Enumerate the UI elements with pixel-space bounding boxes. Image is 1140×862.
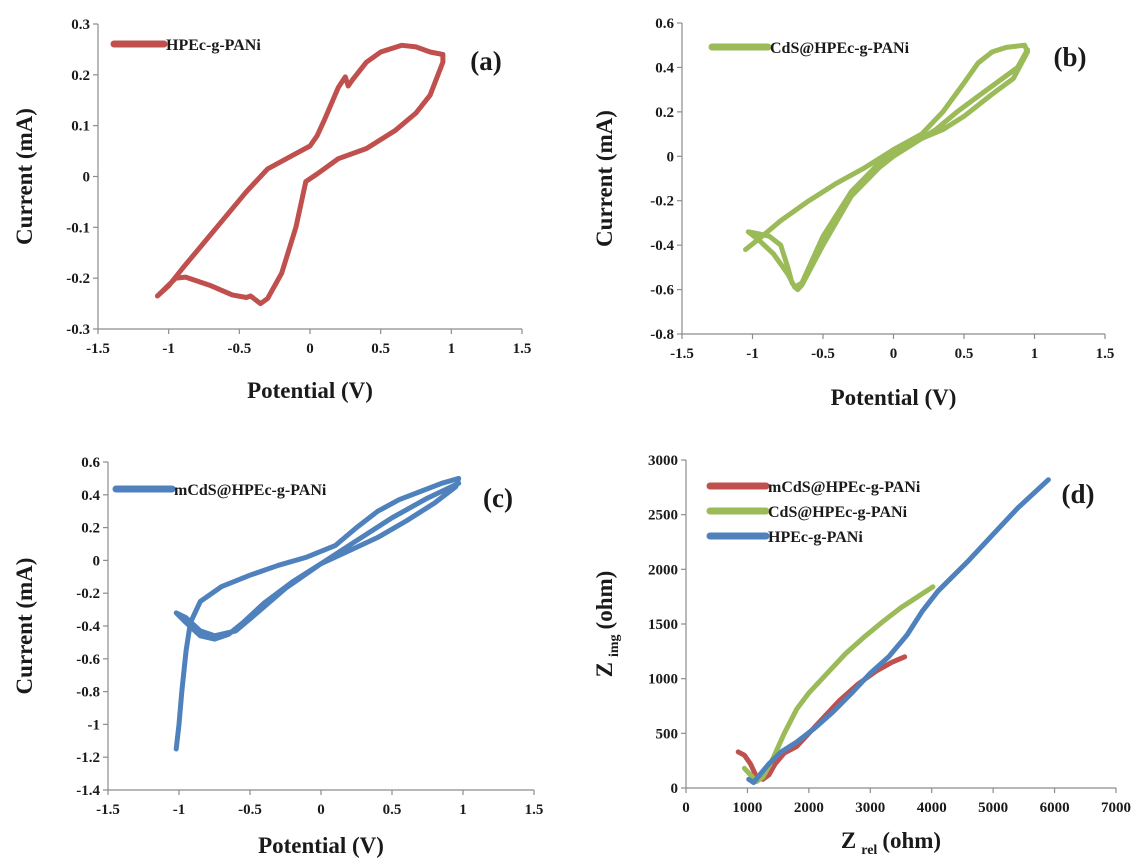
x-tick-label: -1.5	[96, 802, 120, 818]
x-tick-label: 4000	[917, 800, 947, 816]
x-tick-label: 1	[459, 802, 467, 818]
y-tick-label: 0.1	[71, 119, 90, 135]
legend-label: mCdS@HPEc-g-PANi	[768, 479, 921, 496]
y-axis-title: Current (mA)	[12, 108, 37, 245]
y-tick-label: 1000	[648, 672, 678, 688]
x-tick-label: -1.5	[670, 346, 694, 362]
chart-panel-4: 0 500 1000 1500 2000 2500 3000 0 1000 2000 3000 400…	[592, 453, 1131, 858]
series-line-mcds-hpec-g-pani	[735, 654, 908, 782]
y-tick-label: 0.2	[71, 68, 90, 84]
panel-label: (b)	[1054, 42, 1087, 72]
legend-label: CdS@HPEc-g-PANi	[770, 40, 910, 57]
x-tick-label: 2000	[794, 800, 824, 816]
x-tick-label: 0	[306, 341, 314, 357]
x-tick-label: 0	[890, 346, 898, 362]
y-tick-label: 0.6	[81, 455, 100, 471]
legend-label: HPEc-g-PANi	[768, 529, 863, 546]
x-tick-label: 1	[448, 341, 456, 357]
x-tick-label: 1000	[732, 800, 762, 816]
y-tick-label: -0.8	[76, 685, 100, 701]
panel-label: (c)	[483, 483, 513, 513]
x-tick-label: -1	[162, 341, 175, 357]
y-tick-label: -0.2	[66, 271, 90, 287]
x-axis-title: Potential (V)	[258, 833, 384, 858]
legend-label: mCdS@HPEc-g-PANi	[174, 482, 327, 499]
y-tick-label: 500	[656, 726, 679, 742]
y-tick-label: -0.8	[650, 327, 674, 343]
x-tick-label: 0	[317, 802, 325, 818]
legend-label: CdS@HPEc-g-PANi	[768, 504, 908, 521]
series-line-hpec-g-pani	[154, 42, 446, 307]
y-tick-label: 0.4	[655, 60, 674, 76]
x-axis-title: Potential (V)	[247, 378, 373, 403]
x-tick-label: -1	[173, 802, 186, 818]
x-axis-title: Potential (V)	[831, 385, 957, 410]
y-tick-label: 0	[671, 781, 679, 797]
x-tick-label: 1.5	[513, 341, 532, 357]
x-tick-label: -0.5	[811, 346, 835, 362]
y-tick-label: 0	[93, 553, 101, 569]
chart-panel-3: -1.4 -1.2 -1 -0.8 -0.6 -0.4 -0.2 0 0.2 0.4 0.6 -1.5…	[12, 455, 543, 858]
x-tick-label: 0.5	[383, 802, 402, 818]
y-tick-label: -0.2	[650, 194, 674, 210]
panel-label: (a)	[470, 46, 501, 76]
y-tick-label: 0.2	[655, 105, 674, 121]
x-tick-label: 6000	[1040, 800, 1070, 816]
chart-panel-2: -0.8 -0.6 -0.4 -0.2 0 0.2 0.4 0.6 -1.5 -1 -0.5 0 0.5…	[592, 16, 1114, 410]
x-tick-label: -0.5	[227, 341, 251, 357]
y-tick-label: -1.2	[76, 750, 100, 766]
y-tick-label: 2000	[648, 562, 678, 578]
y-axis-title: Current (mA)	[592, 110, 617, 247]
y-tick-label: -0.1	[66, 220, 90, 236]
x-tick-label: 5000	[978, 800, 1008, 816]
x-tick-label: -0.5	[238, 802, 262, 818]
x-tick-label: 1.5	[1096, 346, 1115, 362]
x-tick-label: -1	[746, 346, 759, 362]
y-tick-label: 0	[83, 170, 91, 186]
series-line-hpec-g-pani	[746, 477, 1051, 785]
x-tick-label: 7000	[1101, 800, 1131, 816]
y-tick-label: -0.6	[650, 283, 674, 299]
x-tick-label: 1	[1031, 346, 1039, 362]
series-line-cds-hpec-g-pani	[741, 584, 936, 784]
x-tick-label: -1.5	[86, 341, 110, 357]
y-tick-label: -0.2	[76, 586, 100, 602]
y-tick-label: -1.4	[76, 783, 100, 799]
series-line-cds-hpec-g-pani	[743, 42, 1030, 293]
chart-panel-1: -0.3 -0.2 -0.1 0 0.1 0.2 0.3 -1.5 -1 -0.5 0 0.5 1 1.5…	[12, 17, 531, 403]
x-tick-label: 0.5	[371, 341, 390, 357]
y-tick-label: 2500	[648, 508, 678, 524]
y-tick-label: 1500	[648, 617, 678, 633]
y-axis-title: Zimg(ohm)	[592, 571, 622, 678]
y-tick-label: 0.3	[71, 17, 90, 33]
legend-label: HPEc-g-PANi	[166, 37, 261, 54]
y-tick-label: -0.4	[76, 619, 100, 635]
y-tick-label: 0.2	[81, 521, 100, 537]
y-tick-label: -0.4	[650, 238, 674, 254]
x-tick-label: 1.5	[525, 802, 544, 818]
y-tick-label: 0	[667, 149, 675, 165]
y-tick-label: -1	[88, 717, 101, 733]
y-tick-label: 0.6	[655, 16, 674, 32]
x-tick-label: 0	[682, 800, 690, 816]
x-tick-label: 0.5	[955, 346, 974, 362]
y-tick-label: -0.3	[66, 322, 90, 338]
series-line-mcds-hpec-g-pani	[173, 475, 462, 752]
y-tick-label: 3000	[648, 453, 678, 469]
y-axis-title: Current (mA)	[12, 558, 37, 695]
y-tick-label: -0.6	[76, 652, 100, 668]
y-tick-label: 0.4	[81, 488, 100, 504]
panel-label: (d)	[1062, 479, 1095, 509]
x-tick-label: 3000	[855, 800, 885, 816]
